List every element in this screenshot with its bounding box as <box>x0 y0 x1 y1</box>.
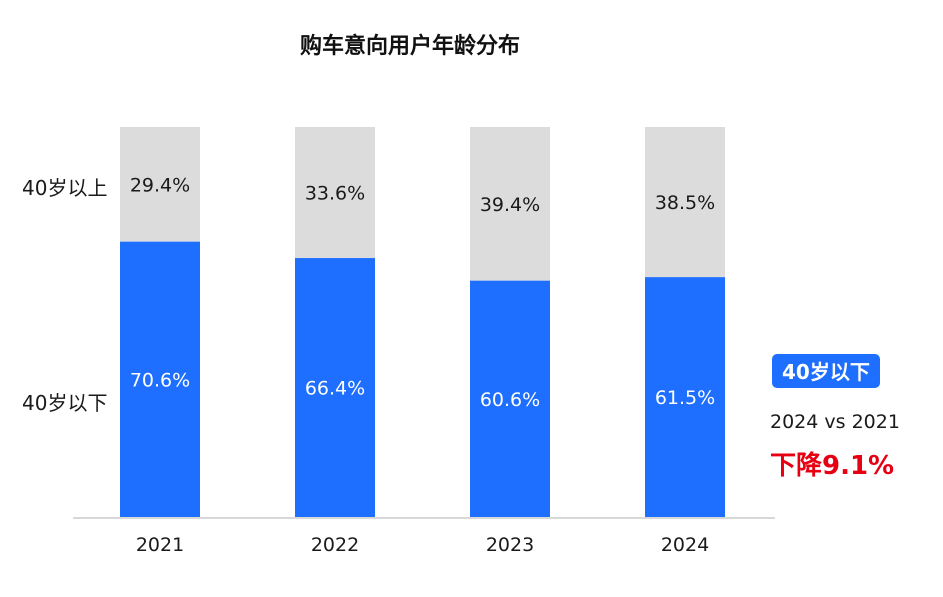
decline-value: 下降9.1% <box>770 451 895 481</box>
data-label-over-40-2021: 29.4% <box>130 174 190 196</box>
data-label-over-40-2024: 38.5% <box>655 192 715 214</box>
x-tick-label-2024: 2024 <box>661 534 709 556</box>
bar-over-40-2024 <box>645 127 725 278</box>
chart-title: 购车意向用户年龄分布 <box>299 34 520 59</box>
data-label-under-40-2024: 61.5% <box>655 387 715 409</box>
x-tick-label-2021: 2021 <box>136 534 184 556</box>
bar-under-40-2023 <box>470 280 550 517</box>
legend-label-over-40: 40岁以上 <box>22 176 108 200</box>
data-label-under-40-2023: 60.6% <box>480 389 540 411</box>
comparison-text: 2024 vs 2021 <box>770 411 900 433</box>
x-tick-label-2023: 2023 <box>486 534 534 556</box>
under-40-badge: 40岁以下 <box>772 354 880 388</box>
bar-over-40-2022 <box>295 127 375 259</box>
data-label-under-40-2021: 70.6% <box>130 369 190 391</box>
legend-label-under-40: 40岁以下 <box>22 391 108 415</box>
x-tick-label-2022: 2022 <box>311 534 359 556</box>
bar-over-40-2023 <box>470 127 550 281</box>
data-label-under-40-2022: 66.4% <box>305 378 365 400</box>
bar-under-40-2022 <box>295 258 375 517</box>
bar-over-40-2021 <box>120 127 200 242</box>
bar-under-40-2021 <box>120 241 200 517</box>
data-label-over-40-2022: 33.6% <box>305 183 365 205</box>
data-label-over-40-2023: 39.4% <box>480 194 540 216</box>
bar-under-40-2024 <box>645 277 725 517</box>
